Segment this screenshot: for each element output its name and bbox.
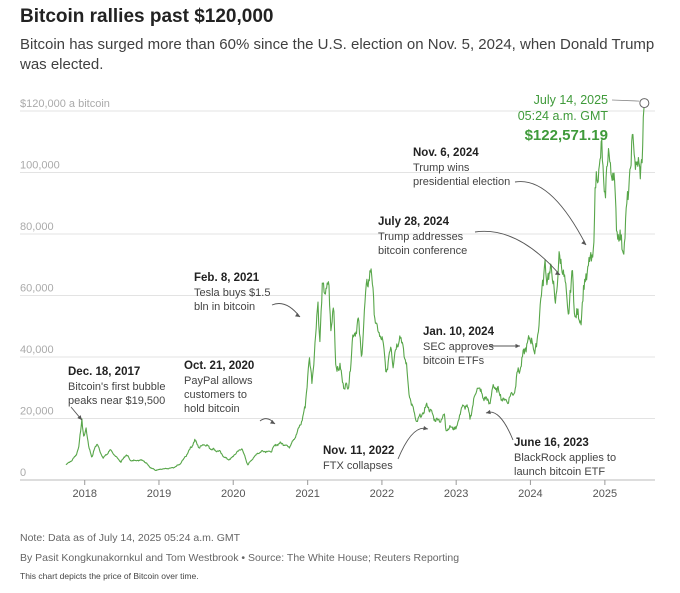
annotation-title: Nov. 6, 2024 [413,147,479,159]
price-line [65,103,645,472]
y-tick-label: 60,000 [20,283,54,295]
annotation-title: Nov. 11, 2022 [323,445,394,457]
annotation-text: Tesla buys $1.5 [194,287,270,299]
annotation-arrowhead [270,419,275,424]
y-tick-label: 20,000 [20,406,54,418]
annotation-title: June 16, 2023 [514,437,589,449]
x-tick-label: 2019 [147,488,171,500]
chart-description: This chart depicts the price of Bitcoin … [20,571,199,581]
endpoint-marker [639,98,650,109]
annotation-title: July 28, 2024 [378,216,450,228]
annotation-arrowhead [581,240,586,245]
annotation-text: bitcoin ETFs [423,355,485,367]
annotation-arrow [514,181,587,246]
annotation-text: bitcoin conference [378,245,467,257]
annotation-text: BlackRock applies to [514,452,616,464]
annotation-text: hold bitcoin [184,403,240,415]
y-tick-label: 100,000 [20,160,60,172]
annotation-arrowhead [423,425,428,431]
annotation-text: customers to [184,389,247,401]
bitcoin-price-chart: 0 20,000 40,000 60,000 80,000 100,000 $120,000… [20,93,655,500]
x-tick-label: 2022 [370,488,394,500]
annotation-text: PayPal allows [184,375,253,387]
annotation-arrow [474,230,561,276]
annotation-arrow [271,303,301,318]
annotation-text: presidential election [413,176,510,188]
annotation-text: Trump addresses [378,231,464,243]
annotation-arrowhead [295,312,300,317]
y-tick-label: 0 [20,467,26,479]
annotation-arrowhead [486,409,491,415]
x-tick-label: 2018 [72,488,96,500]
byline: By Pasit Kongkunakornkul and Tom Westbro… [20,552,460,564]
x-tick-label: 2025 [593,488,617,500]
annotation-arrowhead [77,415,82,421]
annotation-text: bln in bitcoin [194,301,255,313]
chart-title: Bitcoin rallies past $120,000 [20,6,274,27]
x-tick-label: 2023 [444,488,468,500]
annotation-title: Dec. 18, 2017 [68,366,140,378]
annotation-title: Oct. 21, 2020 [184,360,254,372]
chart-subtitle: Bitcoin has surged more than 60% since t… [20,36,655,73]
annotation-text: FTX collapses [323,460,393,472]
annotation-title: Feb. 8, 2021 [194,272,260,284]
annotation-arrowhead [515,343,520,349]
annotation-text: Bitcoin's first bubble [68,381,165,393]
y-tick-label: $120,000 a bitcoin [20,98,110,110]
x-tick-label: 2020 [221,488,245,500]
annotation-arrow [485,411,514,441]
x-tick-label: 2024 [518,488,542,500]
annotation-arrow [397,427,429,460]
endpoint-value-label: $122,571.19 [525,127,608,144]
annotation-arrowhead [555,270,560,275]
y-tick-label: 80,000 [20,221,54,233]
annotation-text: Trump wins [413,162,470,174]
endpoint-leader [611,99,640,102]
endpoint-date-label: July 14, 2025 [534,93,608,107]
y-tick-label: 40,000 [20,344,54,356]
endpoint-time-label: 05:24 a.m. GMT [518,109,609,123]
annotation-text: peaks near $19,500 [68,395,165,407]
data-note: Note: Data as of July 14, 2025 05:24 a.m… [20,532,241,544]
annotation-text: launch bitcoin ETF [514,466,605,478]
annotation-text: SEC approves [423,341,494,353]
x-tick-label: 2021 [295,488,319,500]
annotation-title: Jan. 10, 2024 [423,326,495,338]
